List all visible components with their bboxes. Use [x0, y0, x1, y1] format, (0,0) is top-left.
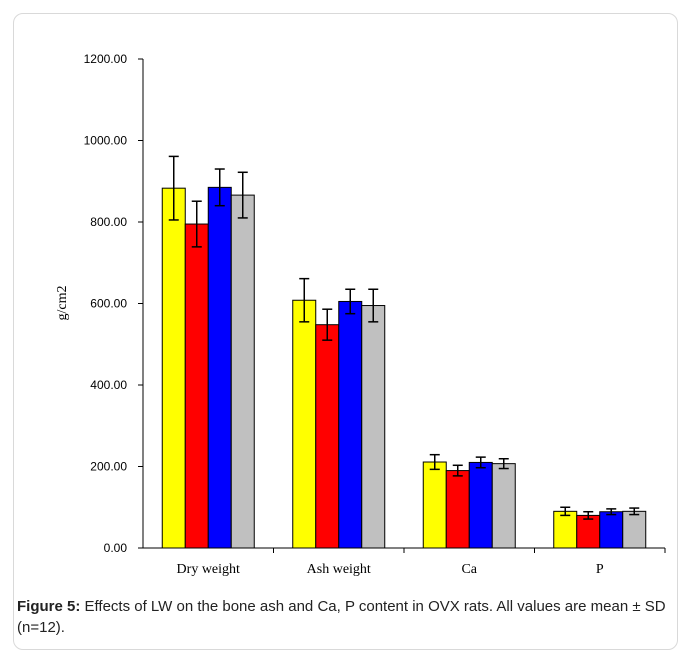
- bar: [315, 324, 340, 549]
- bar: [553, 510, 578, 549]
- x-axis: Dry weight Ash weight Ca P: [143, 547, 666, 577]
- y-tick-label: 400.00: [90, 378, 127, 392]
- bar: [576, 514, 601, 549]
- y-tick-label: 1000.00: [84, 134, 128, 148]
- figure-caption-text: Effects of LW on the bone ash and Ca, P …: [17, 598, 666, 636]
- bar: [207, 186, 232, 549]
- y-tick-label: 600.00: [90, 297, 127, 311]
- bar: [184, 223, 209, 549]
- bar: [599, 511, 624, 549]
- y-axis-title: g/cm2: [55, 286, 70, 321]
- bar: [361, 305, 386, 549]
- x-tick-label: Dry weight: [177, 562, 240, 577]
- y-tick-label: 200.00: [90, 460, 127, 474]
- figure-caption: Figure 5: Effects of LW on the bone ash …: [17, 596, 667, 638]
- y-tick-label: 0.00: [104, 541, 128, 555]
- error-bars: [168, 155, 640, 520]
- bar: [338, 300, 363, 549]
- bar: [622, 510, 647, 549]
- bar: [161, 187, 186, 549]
- y-tick-label: 800.00: [90, 215, 127, 229]
- x-tick-label: Ca: [461, 562, 477, 577]
- y-tick-label: 1200.00: [84, 52, 128, 66]
- figure-caption-label: Figure 5:: [17, 598, 81, 615]
- bars: [161, 186, 647, 549]
- x-tick-label: P: [596, 562, 604, 577]
- bar: [230, 194, 255, 549]
- y-axis: 0.00 200.00 400.00 600.00 800.00 1000.00 1200.…: [84, 52, 144, 555]
- bar-chart: 0.00 200.00 400.00 600.00 800.00 1000.00 1200.…: [55, 52, 666, 577]
- bar: [491, 463, 516, 549]
- bar: [292, 299, 317, 549]
- x-tick-label: Ash weight: [307, 562, 371, 577]
- bar: [422, 461, 447, 549]
- bar: [468, 461, 493, 549]
- bar: [445, 470, 470, 549]
